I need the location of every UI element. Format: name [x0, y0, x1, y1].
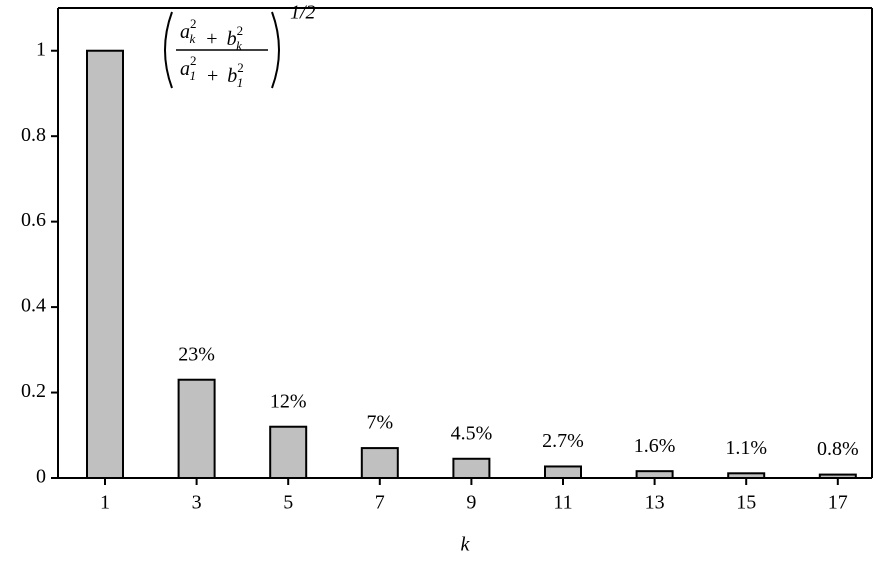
- y-tick-label: 1: [36, 38, 46, 60]
- x-tick-label: 15: [736, 492, 756, 514]
- formula-operator: +: [202, 65, 223, 87]
- formula-sup: 2: [190, 16, 197, 31]
- formula-base: b: [227, 28, 237, 50]
- bar: [544, 465, 582, 479]
- bar: [86, 49, 124, 480]
- bar: [635, 470, 674, 479]
- formula-sub: k: [190, 31, 196, 46]
- y-tick-label: 0.8: [21, 124, 46, 146]
- x-tick-label: 3: [192, 492, 202, 514]
- formula-exponent: 1/2: [290, 2, 316, 24]
- value-label: 23%: [178, 343, 215, 365]
- value-label: 2.7%: [542, 430, 584, 452]
- formula-base: a: [180, 58, 190, 80]
- bar: [269, 425, 308, 479]
- x-tick-label: 7: [375, 492, 385, 514]
- value-label: 1.1%: [725, 437, 767, 459]
- y-tick-label: 0.2: [21, 380, 46, 402]
- x-tick-label: 11: [553, 492, 572, 514]
- bar: [727, 472, 766, 479]
- y-tick-label: 0.6: [21, 209, 46, 231]
- y-tick-label: 0.4: [21, 295, 46, 317]
- x-tick-label: 1: [100, 492, 110, 514]
- formula-sup: 2: [237, 60, 244, 75]
- formula-sub: k: [236, 38, 242, 53]
- bar: [818, 473, 857, 479]
- formula-sub: 1: [237, 75, 244, 90]
- formula-sub: 1: [190, 68, 197, 83]
- x-axis-label: k: [461, 534, 471, 556]
- formula-base: a: [180, 21, 190, 43]
- formula-operator: +: [201, 28, 222, 50]
- bar: [360, 447, 399, 480]
- paren-left: [164, 11, 173, 89]
- formula-sup: 2: [237, 23, 244, 38]
- x-tick-label: 13: [645, 492, 665, 514]
- value-label: 7%: [366, 412, 393, 434]
- paren-right: [271, 11, 280, 89]
- y-tick-label: 0: [36, 466, 46, 488]
- x-tick-label: 5: [283, 492, 293, 514]
- value-label: 4.5%: [451, 422, 493, 444]
- formula-text: a2 1 + b2 1: [180, 53, 244, 90]
- formula-base: b: [227, 65, 237, 87]
- formula-text: a2 k + b2 k: [180, 16, 243, 53]
- formula-sup: 2: [190, 53, 197, 68]
- x-tick-label: 17: [828, 492, 848, 514]
- bar: [452, 457, 491, 480]
- value-label: 1.6%: [634, 435, 676, 457]
- bar: [177, 378, 216, 479]
- value-label: 0.8%: [817, 438, 859, 460]
- x-tick-label: 9: [466, 492, 476, 514]
- value-label: 12%: [270, 390, 307, 412]
